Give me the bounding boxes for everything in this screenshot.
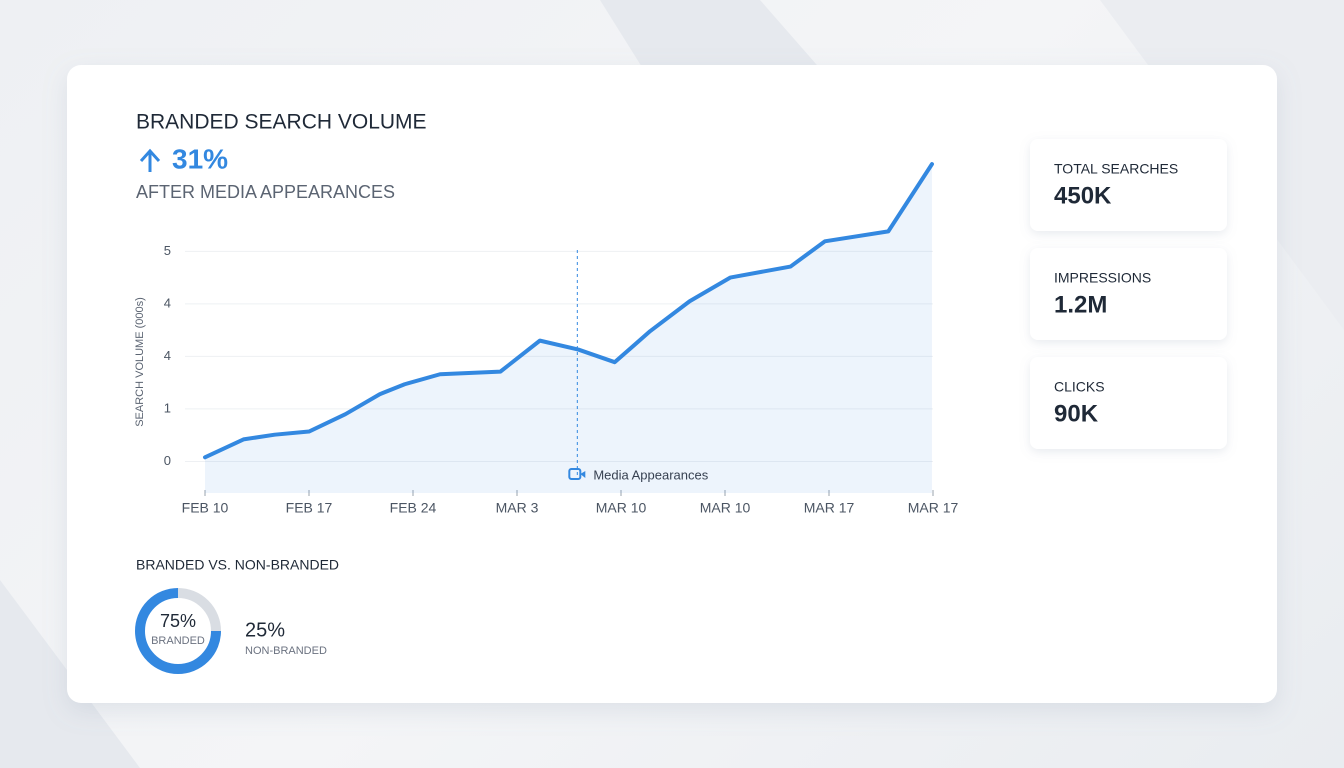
card: [67, 65, 1277, 703]
camera-icon: [580, 471, 586, 478]
area: [205, 164, 932, 493]
other-label: NON-BRANDED: [245, 645, 327, 657]
donut-value: 75%: [160, 611, 196, 631]
donut-segment: [177, 588, 221, 632]
stat-value: 450K: [1054, 182, 1112, 209]
y-axis-label: SEARCH VOLUME (000s): [134, 297, 146, 427]
pie-title: BRANDED VS. NON-BRANDED: [136, 557, 339, 573]
other-value: 25%: [245, 619, 285, 641]
x-tick-label: MAR 17: [804, 500, 855, 516]
subtitle: AFTER MEDIA APPEARANCES: [136, 182, 395, 202]
stat-value: 1.2M: [1054, 291, 1107, 318]
x-tick-label: MAR 10: [596, 500, 647, 516]
x-tick-label: MAR 10: [700, 500, 751, 516]
y-tick-label: 4: [164, 348, 171, 363]
x-tick-label: MAR 17: [908, 500, 959, 516]
x-tick-label: FEB 17: [286, 500, 333, 516]
y-tick-label: 5: [164, 243, 171, 258]
up-arrow: [139, 148, 161, 172]
annotation-label: Media Appearances: [593, 467, 708, 482]
change: 31%: [172, 143, 228, 174]
y-tick-label: 0: [164, 453, 171, 468]
x-tick-label: FEB 24: [390, 500, 437, 516]
stat-label: IMPRESSIONS: [1054, 270, 1151, 286]
donut-label: BRANDED: [151, 635, 205, 647]
x-tick-label: FEB 10: [182, 500, 229, 516]
stat-value: 90K: [1054, 400, 1099, 427]
stat-label: TOTAL SEARCHES: [1054, 161, 1178, 177]
donut-segment: [135, 588, 221, 674]
x-tick-label: MAR 3: [496, 500, 539, 516]
line: [203, 162, 934, 460]
stat-label: CLICKS: [1054, 379, 1105, 395]
chart-title: BRANDED SEARCH VOLUME: [136, 111, 427, 134]
stat-card: [1030, 139, 1227, 231]
stat-card: [1030, 248, 1227, 340]
y-tick-label: 4: [164, 295, 171, 310]
y-tick-label: 1: [164, 400, 171, 415]
stat-card: [1030, 357, 1227, 449]
